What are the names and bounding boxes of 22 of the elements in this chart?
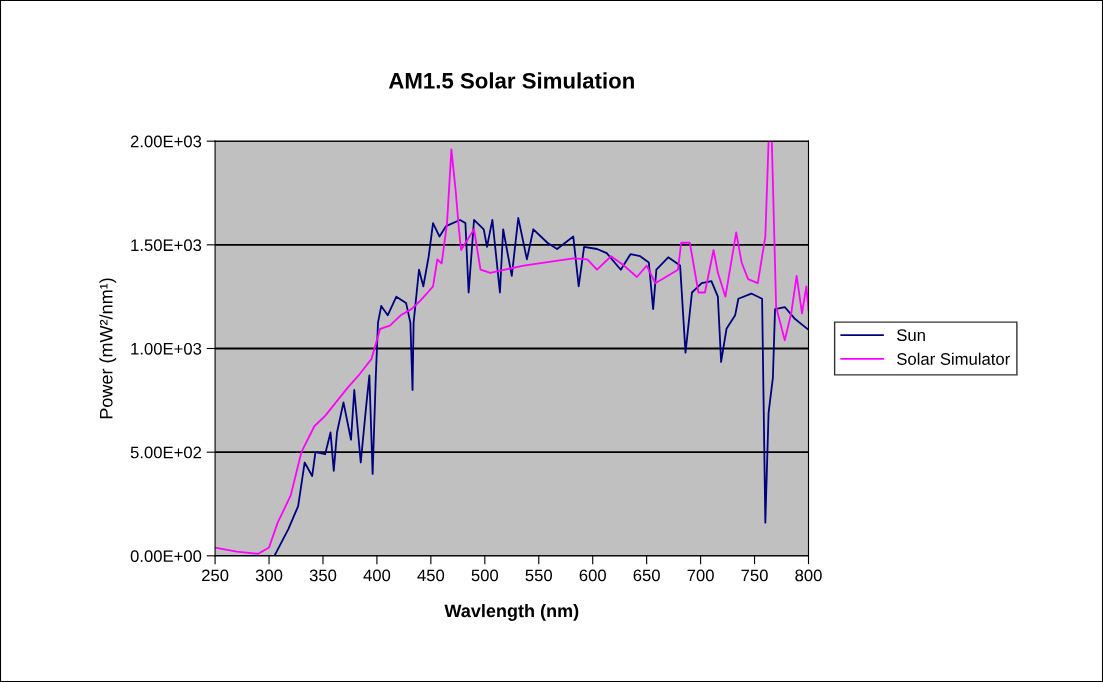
x-tick-label: 400 [363,569,391,582]
x-tick-label: 800 [795,569,822,582]
x-tick-label: 450 [417,569,445,582]
x-tick-label: 550 [525,569,553,582]
x-tick-label: 600 [579,569,606,582]
y-tick-label: 0.00E+00 [130,550,202,563]
x-tick-label: 300 [255,569,283,582]
y-tick-label: 1.00E+03 [131,342,202,355]
y-tick-label: 1.50E+03 [131,239,202,252]
chart-title: AM1.5 Solar Simulation [388,72,634,89]
x-tick-label: 700 [687,569,714,582]
x-tick-label: 650 [633,569,660,582]
y-tick-label: 2.00E+03 [130,135,202,148]
x-tick-label: 250 [202,569,229,582]
legend-label: Solar Simulator [897,352,1010,365]
x-tick-label: 350 [309,569,337,582]
legend-label: Sun [897,329,925,342]
y-tick-label: 5.00E+02 [130,446,202,459]
x-axis-title: Wavlength (nm) [444,604,579,621]
x-tick-label: 500 [471,569,499,582]
y-axis-title: Power (mW²/nm¹) [99,278,117,419]
x-tick-label: 750 [741,569,768,582]
